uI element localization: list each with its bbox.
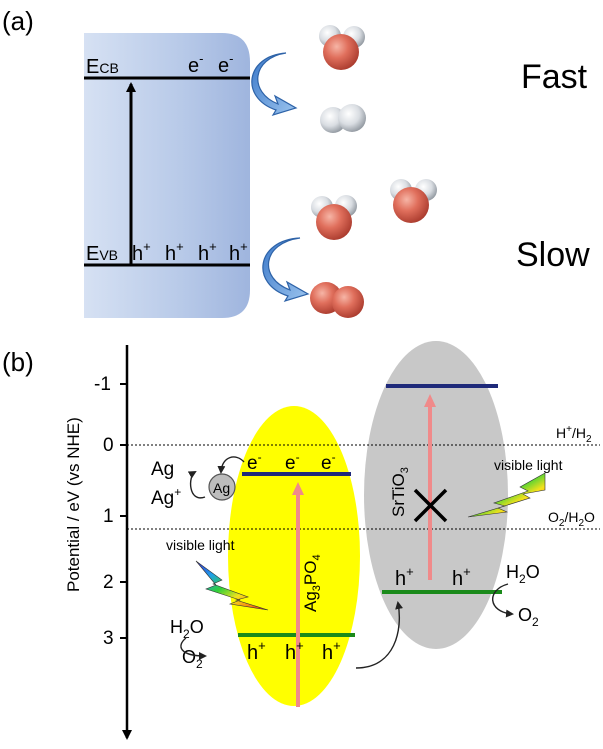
ag3po4-electron-3: e- bbox=[321, 450, 336, 474]
tick-label-1: 1 bbox=[103, 506, 114, 527]
visible-light-bolt-left-icon bbox=[195, 560, 269, 611]
hole-a-4: h+ bbox=[229, 239, 248, 265]
ag3po4-electron-1: e- bbox=[247, 450, 262, 474]
y-axis-label: Potential / eV (vs NHE) bbox=[64, 417, 83, 592]
panel-a-label: (a) bbox=[2, 6, 34, 36]
water-molecule-top bbox=[319, 25, 365, 70]
srtio3-particle bbox=[364, 341, 508, 649]
ag-cycle-arrow bbox=[187, 471, 206, 499]
tick-label-0: 0 bbox=[103, 435, 114, 456]
ag3po4-label: Ag3PO4 bbox=[301, 554, 323, 612]
tick-label-3: 3 bbox=[103, 628, 114, 649]
reduction-curved-arrow bbox=[251, 52, 298, 117]
hole-a-1: h+ bbox=[132, 239, 151, 265]
ag-metal-text: Ag bbox=[151, 459, 174, 480]
visible-light-right-label: visible light bbox=[494, 457, 563, 473]
h-couple-label: H+/H2 bbox=[556, 424, 592, 445]
ag-ion-text: Ag+ bbox=[151, 485, 181, 509]
ag-reduction-arrow bbox=[217, 456, 245, 474]
water-molecule-mid-right bbox=[390, 179, 437, 223]
ag3po4-hole-3: h+ bbox=[322, 638, 341, 664]
water-molecule-mid-left bbox=[311, 195, 357, 240]
right-oxidation-arrow bbox=[492, 583, 514, 618]
ag3po4-hole-1: h+ bbox=[247, 638, 266, 664]
srtio3-label: SrTiO3 bbox=[389, 467, 411, 517]
panel-b-label: (b) bbox=[2, 347, 34, 377]
semiconductor-box bbox=[84, 33, 250, 318]
hole-a-2: h+ bbox=[165, 239, 184, 265]
h2o-right-label: H2O bbox=[506, 562, 540, 586]
tick-label-2: 2 bbox=[103, 572, 114, 593]
o2-left-label: O2 bbox=[182, 647, 203, 671]
hole-a-3: h+ bbox=[198, 239, 217, 265]
electron-1: e- bbox=[188, 51, 203, 77]
ag3po4-electron-2: e- bbox=[285, 450, 300, 474]
ag-particle bbox=[208, 473, 236, 501]
electron-2: e- bbox=[218, 51, 233, 77]
left-oxidation-arrow bbox=[180, 637, 207, 660]
oxygen-molecule bbox=[310, 282, 364, 318]
o2-right-label: O2 bbox=[518, 605, 539, 629]
ecb-label: ECB bbox=[86, 56, 119, 78]
oxidation-curved-arrow bbox=[262, 237, 310, 303]
fast-label: Fast bbox=[521, 58, 588, 96]
visible-light-left-label: visible light bbox=[166, 537, 235, 553]
h2o-left-label: H2O bbox=[170, 617, 204, 641]
tick-label-neg1: -1 bbox=[94, 374, 111, 395]
evb-label: EVB bbox=[86, 243, 118, 265]
srtio3-hole-2: h+ bbox=[452, 564, 471, 590]
o-couple-label: O2/H2O bbox=[548, 509, 595, 529]
ag3po4-hole-2: h+ bbox=[285, 638, 304, 664]
ag-particle-label: Ag bbox=[213, 480, 230, 496]
ag3po4-particle bbox=[228, 406, 360, 706]
slow-label: Slow bbox=[516, 236, 590, 274]
axis-ticks bbox=[120, 383, 127, 639]
hole-transfer-arrow bbox=[355, 601, 404, 669]
srtio3-hole-1: h+ bbox=[395, 564, 414, 590]
hydrogen-molecule bbox=[320, 104, 366, 133]
visible-light-bolt-right-icon bbox=[467, 472, 546, 518]
blocked-x-mark bbox=[413, 488, 448, 523]
